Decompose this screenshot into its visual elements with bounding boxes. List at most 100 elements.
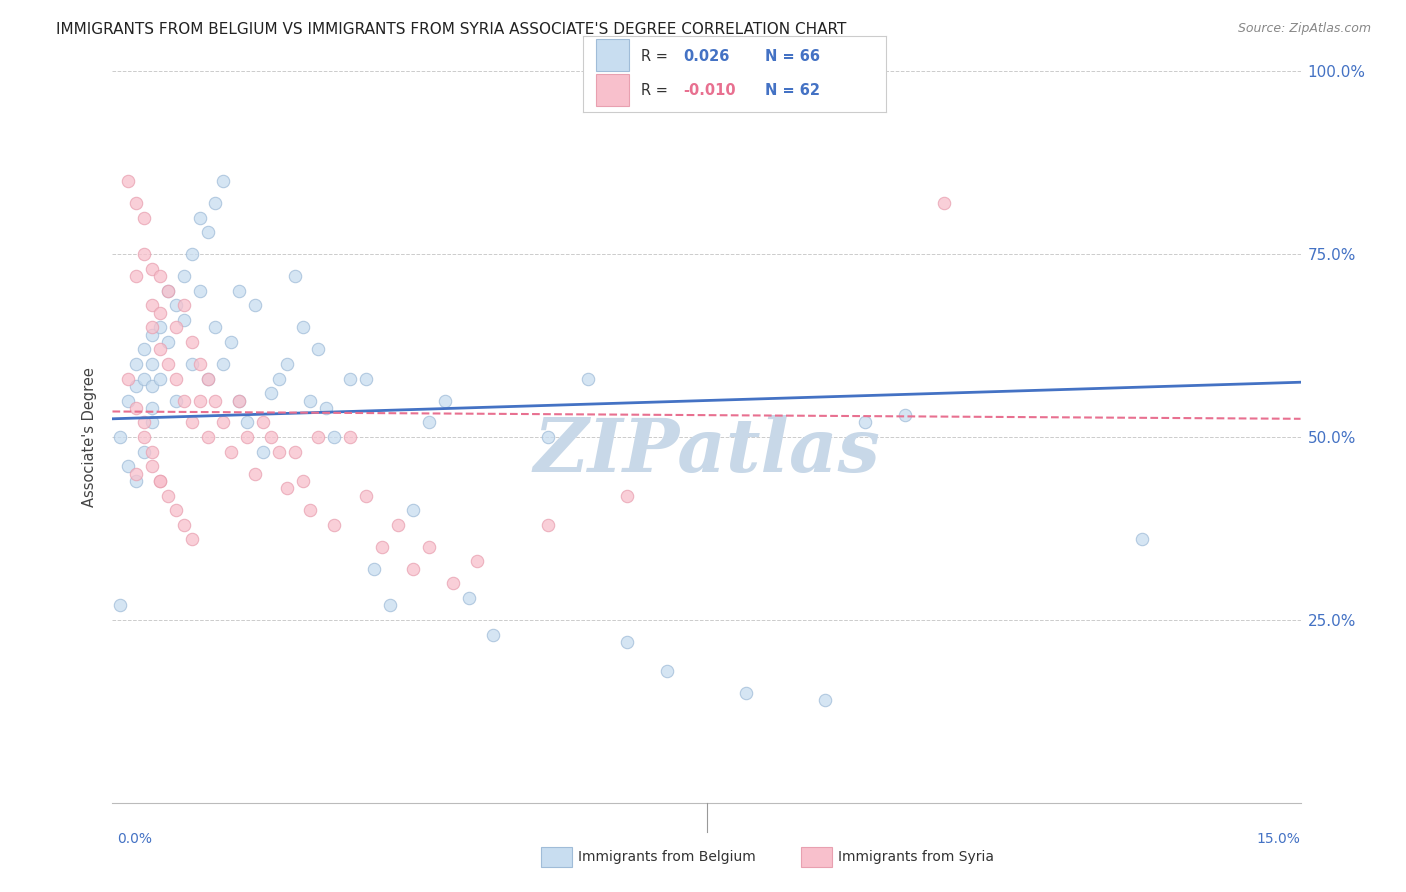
Point (149, 320, 172, 334)
Point (173, 313, 195, 327)
Point (165, 320, 187, 334)
Point (339, 371, 361, 385)
Text: R =: R = (641, 83, 668, 98)
Point (149, 269, 172, 284)
Text: Immigrants from Syria: Immigrants from Syria (838, 850, 994, 864)
Point (378, 599, 401, 613)
Point (616, 635, 638, 649)
Point (134, 430, 156, 444)
Text: 0.0%: 0.0% (117, 832, 152, 846)
Point (243, 298, 266, 312)
Point (125, 379, 148, 393)
Point (134, 416, 156, 430)
Text: ZIPatlas: ZIPatlas (533, 416, 880, 488)
Point (243, 467, 266, 481)
Point (134, 371, 156, 385)
Point (387, 517, 409, 532)
Point (173, 393, 195, 408)
Point (149, 306, 172, 320)
Point (291, 474, 314, 488)
Point (934, 196, 956, 211)
Point (134, 247, 156, 261)
Point (125, 196, 148, 211)
Point (481, 627, 503, 641)
Point (141, 327, 163, 342)
Y-axis label: Associate's Degree: Associate's Degree (82, 368, 97, 507)
Point (149, 371, 172, 385)
Point (1130, 533, 1153, 547)
Point (735, 686, 758, 700)
Point (267, 371, 290, 385)
Point (197, 371, 219, 385)
Point (125, 474, 148, 488)
Point (197, 225, 219, 239)
Point (418, 416, 440, 430)
Point (180, 416, 202, 430)
Point (276, 357, 298, 371)
Point (141, 444, 163, 458)
Point (307, 430, 329, 444)
Bar (596, 39, 628, 71)
Point (441, 576, 464, 591)
Point (204, 196, 226, 211)
Point (197, 371, 219, 385)
Point (291, 320, 314, 334)
Point (134, 343, 156, 357)
Point (141, 416, 163, 430)
Point (188, 357, 211, 371)
Point (173, 517, 195, 532)
Point (125, 401, 148, 415)
Point (156, 357, 179, 371)
Point (458, 591, 481, 605)
Point (141, 261, 163, 276)
Text: IMMIGRANTS FROM BELGIUM VS IMMIGRANTS FROM SYRIA ASSOCIATE'S DEGREE CORRELATION : IMMIGRANTS FROM BELGIUM VS IMMIGRANTS FR… (56, 22, 846, 37)
Bar (596, 74, 628, 106)
Point (537, 517, 560, 532)
Point (117, 174, 139, 188)
Point (141, 459, 163, 474)
Point (204, 393, 226, 408)
Text: 15.0%: 15.0% (1257, 832, 1301, 846)
Point (814, 693, 837, 707)
Point (141, 298, 163, 312)
Text: -0.010: -0.010 (683, 83, 735, 98)
Point (402, 562, 425, 576)
Point (141, 320, 163, 334)
Point (323, 430, 346, 444)
Point (260, 430, 283, 444)
Point (315, 401, 337, 415)
Point (276, 481, 298, 495)
Point (156, 334, 179, 349)
Point (173, 298, 195, 312)
Point (197, 430, 219, 444)
Point (307, 343, 329, 357)
Point (180, 533, 202, 547)
Point (284, 269, 307, 284)
Point (284, 444, 307, 458)
Point (156, 284, 179, 298)
Point (156, 284, 179, 298)
Text: Immigrants from Belgium: Immigrants from Belgium (578, 850, 755, 864)
Point (188, 211, 211, 225)
Point (156, 489, 179, 503)
Point (339, 430, 361, 444)
Point (165, 393, 187, 408)
Point (537, 430, 560, 444)
Point (149, 474, 172, 488)
Point (219, 444, 242, 458)
Point (576, 371, 599, 385)
Point (228, 393, 250, 408)
Point (418, 540, 440, 554)
Point (165, 503, 187, 517)
Text: N = 62: N = 62 (765, 83, 820, 98)
Text: N = 66: N = 66 (765, 49, 820, 64)
Point (141, 401, 163, 415)
Point (655, 664, 678, 678)
Point (180, 357, 202, 371)
Point (212, 357, 235, 371)
Point (173, 269, 195, 284)
Point (110, 430, 132, 444)
Point (434, 393, 457, 408)
Point (180, 334, 202, 349)
Point (893, 408, 915, 422)
